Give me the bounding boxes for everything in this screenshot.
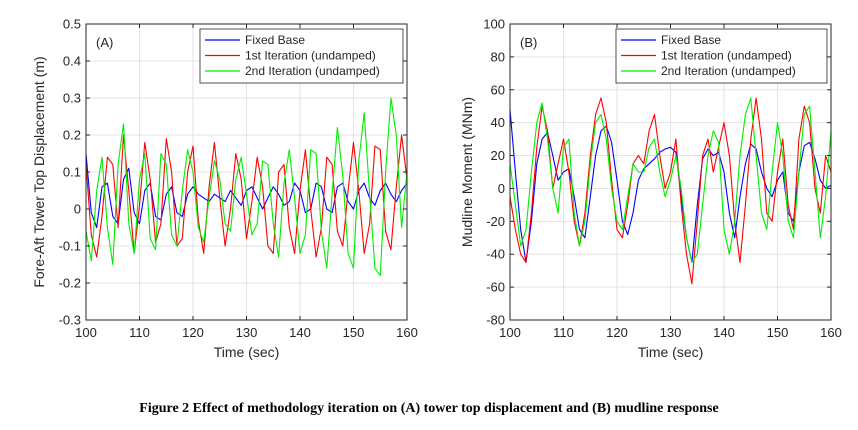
series-group bbox=[86, 97, 407, 277]
x-tick-label: 110 bbox=[553, 325, 574, 340]
panel-label: (A) bbox=[96, 35, 113, 50]
y-tick-label: 0 bbox=[498, 181, 505, 196]
y-tick-label: -80 bbox=[486, 313, 505, 328]
x-tick-label: 150 bbox=[767, 325, 789, 340]
series-line-1 bbox=[510, 109, 831, 263]
panel-label: (B) bbox=[520, 35, 537, 50]
legend-entry-2: 1st Iteration (undamped) bbox=[245, 49, 376, 63]
legend-entry-1: Fixed Base bbox=[245, 33, 305, 47]
x-tick-label: 130 bbox=[660, 325, 682, 340]
x-tick-label: 160 bbox=[396, 325, 418, 340]
y-tick-label: -0.1 bbox=[59, 239, 81, 254]
series-group bbox=[510, 97, 831, 285]
legend-entry-3: 2nd Iteration (undamped) bbox=[661, 64, 796, 78]
y-tick-label: 0.1 bbox=[63, 165, 81, 180]
x-tick-label: 110 bbox=[129, 325, 150, 340]
y-tick-label: -0.2 bbox=[59, 276, 81, 291]
x-axis-label: Time (sec) bbox=[214, 344, 280, 360]
x-tick-label: 130 bbox=[236, 325, 258, 340]
x-axis-label: Time (sec) bbox=[638, 344, 704, 360]
y-tick-label: 40 bbox=[491, 115, 505, 130]
x-tick-label: 160 bbox=[820, 325, 842, 340]
y-tick-label: -20 bbox=[486, 214, 505, 229]
panel-a-displacement: 100 110 120 130 140 150 160 -0.3 -0.2 -0.1 0 0.1 0.2… bbox=[31, 17, 418, 361]
y-tick-label: 60 bbox=[491, 82, 505, 97]
x-tick-label: 120 bbox=[182, 325, 204, 340]
series-line-3 bbox=[86, 97, 407, 277]
y-axis-label: Mudline Moment (MNm) bbox=[459, 97, 475, 247]
y-tick-label: 100 bbox=[483, 17, 505, 32]
y-tick-label: 80 bbox=[491, 49, 505, 64]
y-tick-label: 0.5 bbox=[63, 17, 81, 32]
x-tick-label: 100 bbox=[499, 325, 521, 340]
x-tick-label: 150 bbox=[343, 325, 365, 340]
y-tick-label: -60 bbox=[486, 280, 505, 295]
y-tick-label: 20 bbox=[491, 148, 505, 163]
y-axis-label: Fore-Aft Tower Top Displacement (m) bbox=[31, 56, 47, 287]
panel-b-mudline-moment: 100 110 120 130 140 150 160 -80 -60 -40 -20 0 20 40 60… bbox=[459, 17, 842, 361]
series-line-3 bbox=[510, 97, 831, 263]
x-tick-label: 120 bbox=[606, 325, 628, 340]
legend-entry-2: 1st Iteration (undamped) bbox=[661, 49, 792, 63]
legend-entry-1: Fixed Base bbox=[661, 33, 721, 47]
y-tick-label: -40 bbox=[486, 247, 505, 262]
series-line-2 bbox=[510, 97, 831, 285]
y-tick-label: 0.4 bbox=[63, 54, 81, 69]
y-tick-label: 0 bbox=[74, 202, 81, 217]
legend-entry-3: 2nd Iteration (undamped) bbox=[245, 64, 380, 78]
x-tick-label: 100 bbox=[75, 325, 97, 340]
x-tick-label: 140 bbox=[713, 325, 735, 340]
x-tick-label: 140 bbox=[289, 325, 311, 340]
figure-caption: Figure 2 Effect of methodology iteration… bbox=[139, 401, 719, 416]
y-tick-label: 0.3 bbox=[63, 91, 81, 106]
y-tick-label: -0.3 bbox=[59, 313, 81, 328]
y-tick-label: 0.2 bbox=[63, 128, 81, 143]
series-line-2 bbox=[86, 134, 407, 258]
